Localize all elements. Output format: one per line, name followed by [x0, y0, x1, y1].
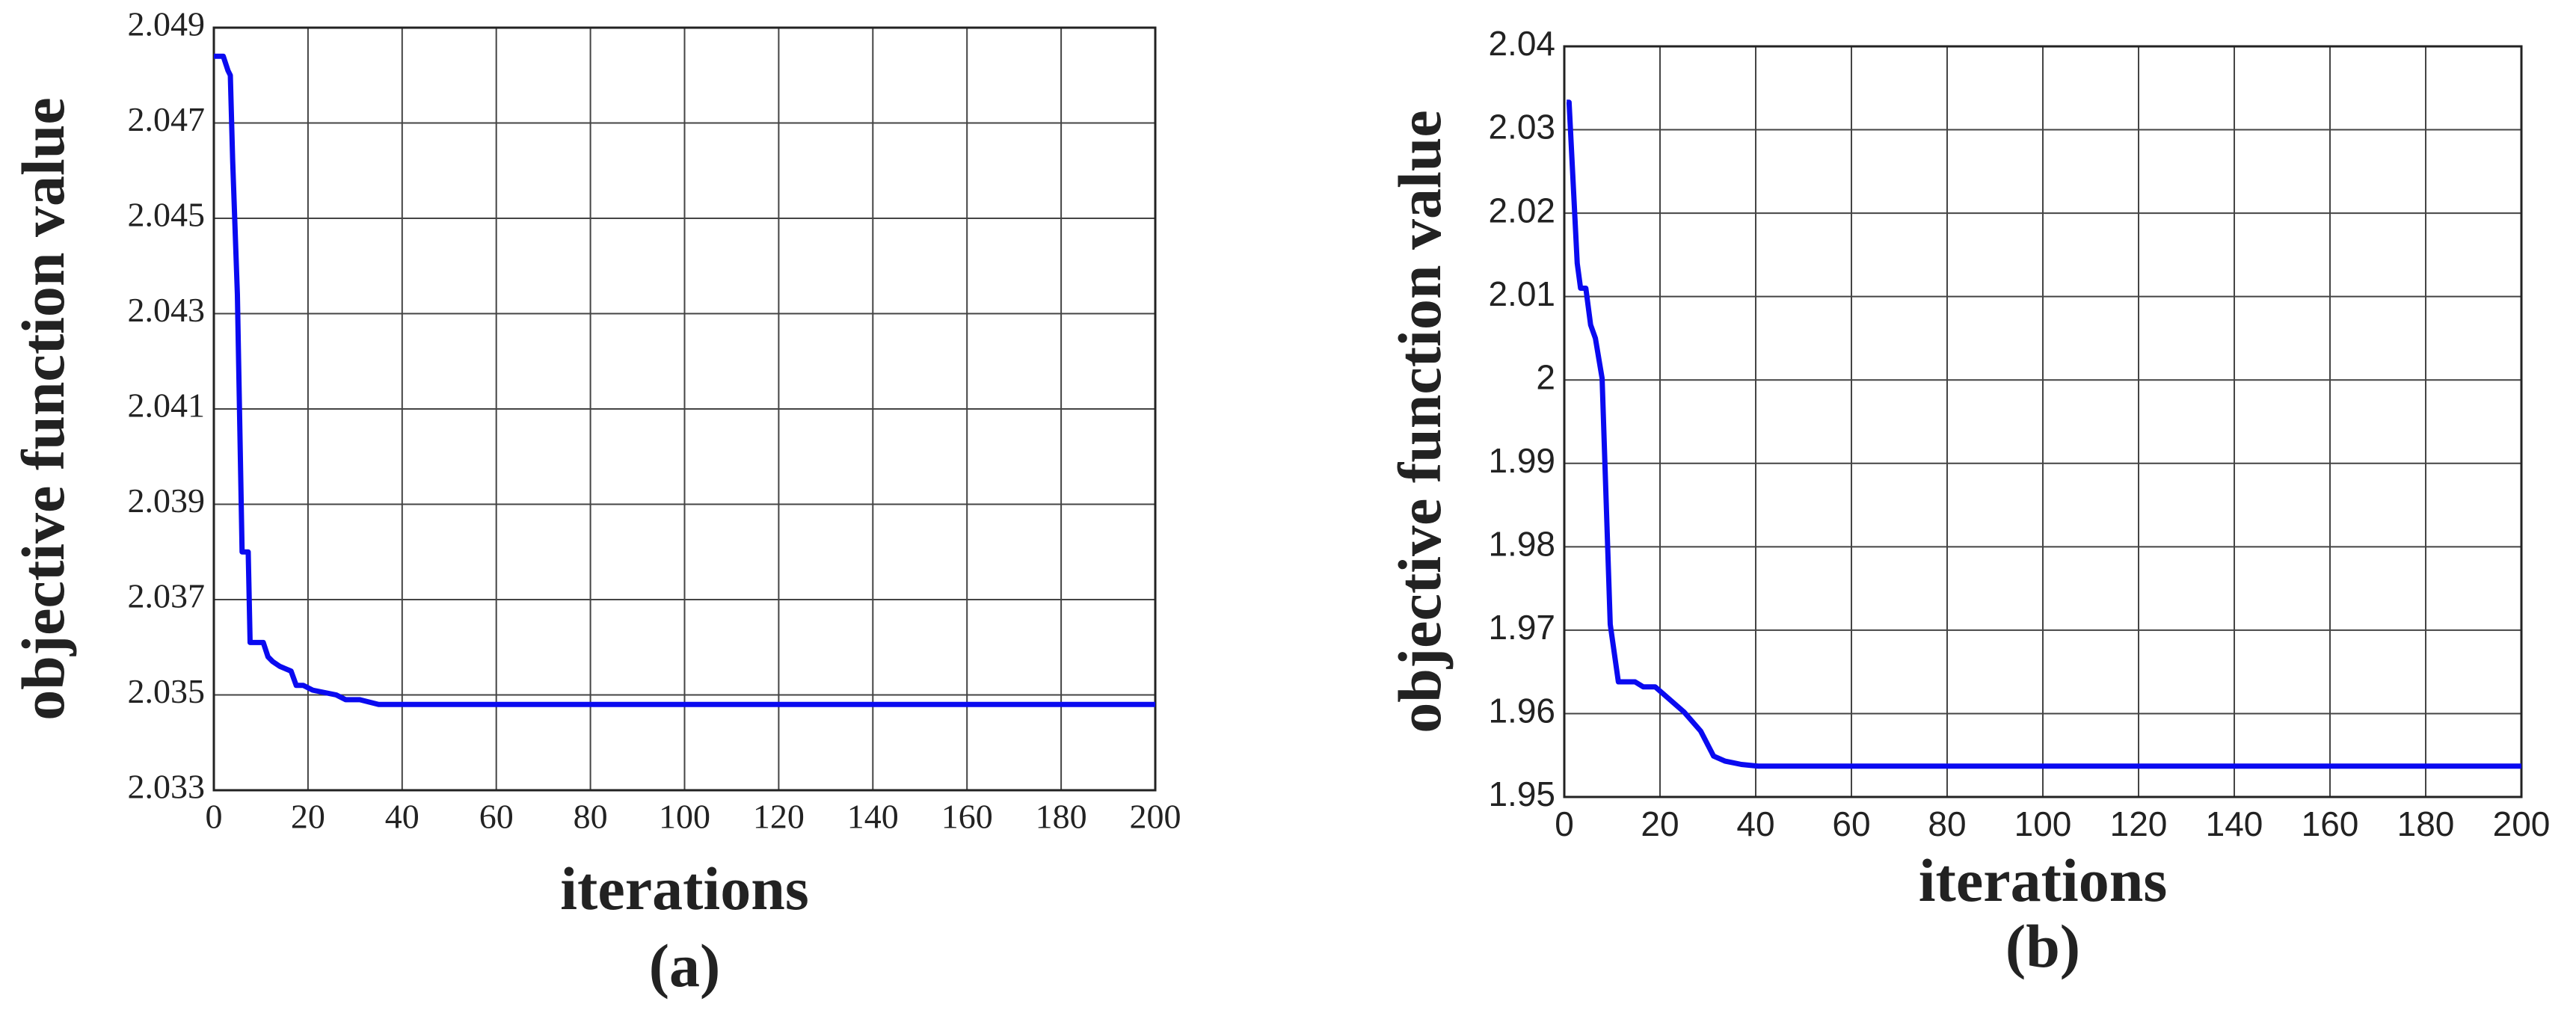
x-tick-label: 180 — [2397, 804, 2455, 843]
x-tick-label: 60 — [479, 798, 514, 836]
x-tick-label: 20 — [1641, 804, 1679, 843]
y-tick-label: 1.98 — [1488, 524, 1555, 563]
y-axis-label: objective function value — [1386, 110, 1454, 733]
x-tick-label: 60 — [1832, 804, 1870, 843]
y-tick-label: 2.02 — [1488, 191, 1555, 230]
y-tick-label: 1.99 — [1488, 441, 1555, 480]
x-tick-label: 40 — [385, 798, 419, 836]
y-tick-label: 2.049 — [128, 5, 206, 43]
y-tick-label: 2.037 — [128, 577, 206, 615]
x-tick-label: 80 — [574, 798, 608, 836]
x-tick-label: 100 — [659, 798, 710, 836]
x-axis-label: iterations — [560, 855, 808, 923]
x-tick-label: 120 — [2110, 804, 2168, 843]
y-tick-label: 1.97 — [1488, 608, 1555, 647]
y-axis-label: objective function value — [9, 97, 77, 721]
x-tick-label: 40 — [1736, 804, 1774, 843]
y-tick-label: 1.95 — [1488, 775, 1555, 813]
x-tick-label: 200 — [1130, 798, 1181, 836]
y-tick-label: 1.96 — [1488, 692, 1555, 730]
y-tick-label: 2.03 — [1488, 108, 1555, 147]
x-tick-label: 100 — [2014, 804, 2072, 843]
y-tick-label: 2.039 — [128, 481, 206, 520]
x-tick-label: 160 — [941, 798, 993, 836]
panel-label: (a) — [649, 932, 721, 1000]
x-tick-label: 140 — [847, 798, 899, 836]
y-tick-label: 2.047 — [128, 100, 206, 138]
x-tick-label: 80 — [1928, 804, 1966, 843]
data-line — [214, 53, 1155, 707]
x-tick-label: 160 — [2302, 804, 2359, 843]
y-tick-label: 2.045 — [128, 196, 206, 234]
y-tick-label: 2.035 — [128, 672, 206, 710]
plot-frame — [212, 26, 1157, 792]
x-axis-label: iterations — [1919, 846, 2167, 914]
x-tick-label: 0 — [206, 798, 223, 836]
x-tick-label: 20 — [291, 798, 325, 836]
data-line — [1566, 99, 2521, 769]
y-tick-label: 2.041 — [128, 387, 206, 425]
panel-label: (b) — [2005, 912, 2080, 980]
y-tick-label: 2 — [1536, 357, 1555, 396]
x-tick-label: 120 — [753, 798, 805, 836]
y-tick-label: 2.043 — [128, 291, 206, 329]
plot-frame — [1563, 45, 2523, 798]
x-tick-label: 180 — [1036, 798, 1087, 836]
x-tick-label: 200 — [2493, 804, 2551, 843]
y-tick-label: 2.01 — [1488, 274, 1555, 313]
x-tick-label: 140 — [2206, 804, 2263, 843]
x-tick-label: 0 — [1555, 804, 1574, 843]
y-tick-label: 2.033 — [128, 768, 206, 806]
y-tick-label: 2.04 — [1488, 24, 1555, 63]
